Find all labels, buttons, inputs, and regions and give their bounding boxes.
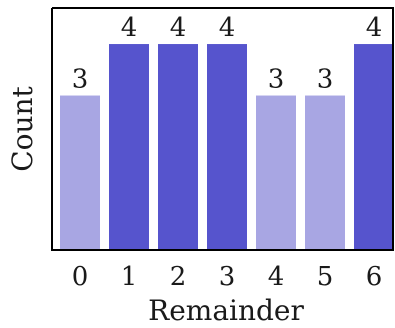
bar-1 [109, 44, 149, 250]
y-axis-label: Count [6, 85, 39, 171]
value-label-1: 4 [121, 13, 138, 43]
value-label-6: 4 [366, 13, 383, 43]
x-tick-label-5: 5 [317, 262, 334, 292]
value-label-3: 4 [219, 13, 236, 43]
x-tick-label-2: 2 [170, 262, 187, 292]
x-tick-label-3: 3 [219, 262, 236, 292]
plot-frame [51, 7, 394, 251]
x-tick-label-0: 0 [72, 262, 89, 292]
value-label-5: 3 [317, 65, 334, 95]
x-axis-label: Remainder [148, 294, 304, 327]
bar-4 [256, 95, 296, 250]
value-label-0: 3 [72, 65, 89, 95]
bar-0 [60, 95, 100, 250]
value-label-4: 3 [268, 65, 285, 95]
bar-6 [354, 44, 394, 250]
value-labels-group: 3 4 4 4 3 3 4 [72, 13, 383, 94]
x-tick-label-4: 4 [268, 262, 285, 292]
x-tick-label-6: 6 [366, 262, 383, 292]
bars-group [60, 44, 394, 250]
x-tick-label-1: 1 [121, 262, 138, 292]
value-label-2: 4 [170, 13, 187, 43]
bar-5 [305, 95, 345, 250]
x-tick-labels-group: 0 1 2 3 4 5 6 [72, 262, 383, 292]
bar-3 [207, 44, 247, 250]
bar-2 [158, 44, 198, 250]
